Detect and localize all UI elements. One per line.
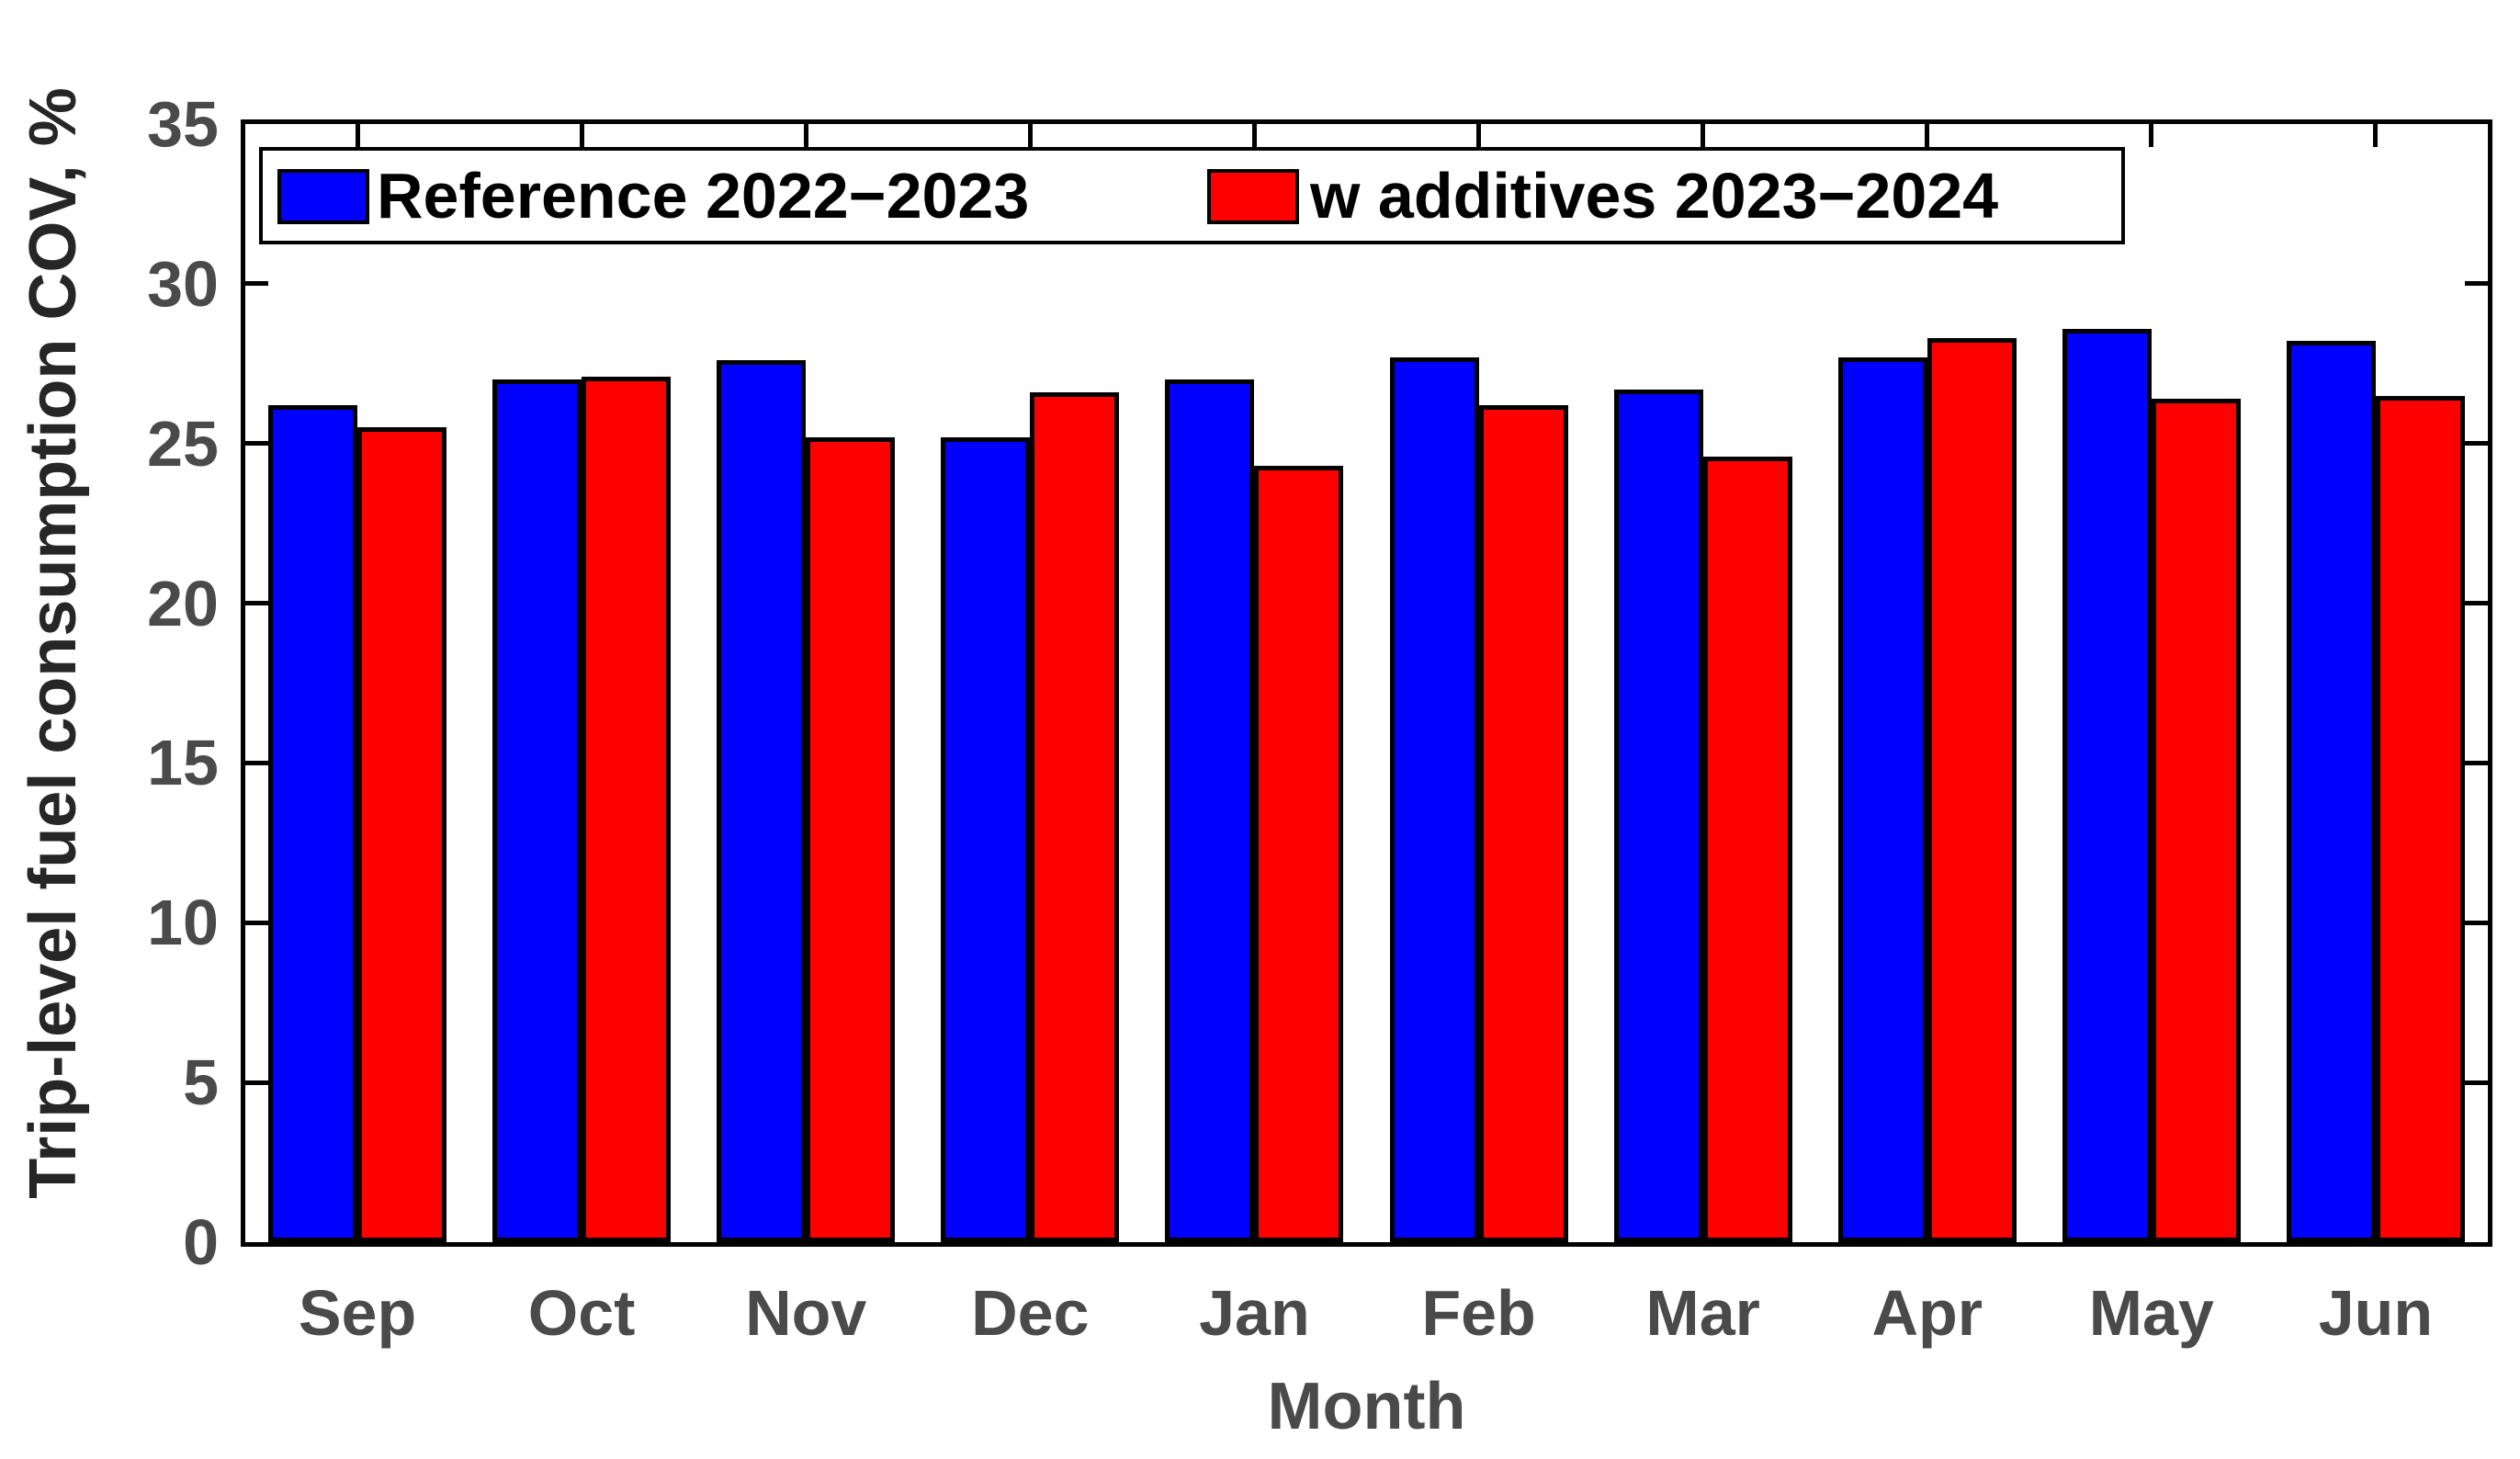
bar-nov-reference bbox=[717, 360, 807, 1242]
x-tick-mark bbox=[1701, 124, 1706, 147]
bar-may-reference bbox=[2062, 328, 2152, 1242]
legend-swatch-additives bbox=[1207, 169, 1299, 224]
x-tick-mark bbox=[2373, 124, 2379, 147]
x-axis-title: Month bbox=[1267, 1370, 1466, 1443]
x-tick-mark bbox=[1027, 124, 1033, 147]
y-tick-mark bbox=[245, 601, 268, 606]
x-tick-mark bbox=[579, 124, 584, 147]
y-tick-label: 25 bbox=[147, 407, 219, 480]
plot-area bbox=[241, 119, 2492, 1247]
x-tick-mark bbox=[2149, 124, 2154, 147]
bar-apr-additives bbox=[1927, 337, 2017, 1242]
y-tick-label: 15 bbox=[147, 727, 219, 799]
x-tick-label-may: May bbox=[2088, 1277, 2214, 1349]
x-tick-label-oct: Oct bbox=[527, 1277, 636, 1349]
y-tick-mark bbox=[2465, 281, 2488, 287]
bar-sep-reference bbox=[268, 405, 358, 1242]
bar-feb-reference bbox=[1389, 356, 1479, 1242]
bar-nov-additives bbox=[806, 436, 896, 1242]
y-tick-mark bbox=[245, 920, 268, 925]
bar-feb-additives bbox=[1478, 405, 1568, 1242]
legend: Reference 2022−2023 w additives 2023−202… bbox=[259, 147, 2125, 244]
bar-mar-reference bbox=[1613, 389, 1703, 1242]
legend-swatch-reference bbox=[277, 169, 369, 224]
y-tick-mark bbox=[2465, 441, 2488, 447]
bar-apr-reference bbox=[1837, 356, 1927, 1242]
y-tick-mark bbox=[245, 281, 268, 287]
x-tick-mark bbox=[803, 124, 808, 147]
bar-sep-additives bbox=[357, 427, 447, 1242]
bar-jun-additives bbox=[2375, 395, 2465, 1242]
y-tick-mark bbox=[245, 441, 268, 447]
bar-jun-reference bbox=[2286, 341, 2376, 1242]
y-tick-mark bbox=[245, 760, 268, 765]
x-tick-mark bbox=[1925, 124, 1930, 147]
bar-mar-additives bbox=[1702, 456, 1792, 1242]
x-tick-label-dec: Dec bbox=[971, 1277, 1090, 1349]
x-tick-label-jun: Jun bbox=[2318, 1277, 2434, 1349]
x-tick-label-apr: Apr bbox=[1871, 1277, 1983, 1349]
y-tick-label: 30 bbox=[147, 247, 219, 320]
y-tick-label: 10 bbox=[147, 887, 219, 959]
y-tick-mark bbox=[2465, 1080, 2488, 1085]
y-tick-mark bbox=[2465, 920, 2488, 925]
legend-label-additives: w additives 2023−2024 bbox=[1310, 160, 1999, 232]
bar-dec-reference bbox=[941, 436, 1031, 1242]
x-tick-label-feb: Feb bbox=[1421, 1277, 1536, 1349]
y-tick-label: 5 bbox=[183, 1046, 219, 1119]
y-tick-mark bbox=[2465, 601, 2488, 606]
y-tick-label: 20 bbox=[147, 567, 219, 639]
bar-oct-additives bbox=[582, 376, 672, 1242]
x-tick-mark bbox=[355, 124, 360, 147]
x-tick-mark bbox=[1476, 124, 1482, 147]
plot-inner bbox=[245, 124, 2488, 1242]
y-tick-mark bbox=[2465, 760, 2488, 765]
bar-may-additives bbox=[2151, 399, 2241, 1242]
y-tick-label: 35 bbox=[147, 88, 219, 160]
bar-oct-reference bbox=[492, 379, 582, 1242]
bar-jan-reference bbox=[1165, 379, 1255, 1242]
x-tick-label-nov: Nov bbox=[745, 1277, 867, 1349]
y-tick-mark bbox=[245, 1080, 268, 1085]
x-tick-mark bbox=[1251, 124, 1257, 147]
x-tick-label-sep: Sep bbox=[298, 1277, 417, 1349]
x-tick-label-jan: Jan bbox=[1199, 1277, 1310, 1349]
legend-label-reference: Reference 2022−2023 bbox=[377, 160, 1030, 232]
y-tick-label: 0 bbox=[183, 1206, 219, 1278]
bar-jan-additives bbox=[1254, 466, 1344, 1242]
x-tick-label-mar: Mar bbox=[1645, 1277, 1760, 1349]
bar-dec-additives bbox=[1030, 392, 1120, 1242]
